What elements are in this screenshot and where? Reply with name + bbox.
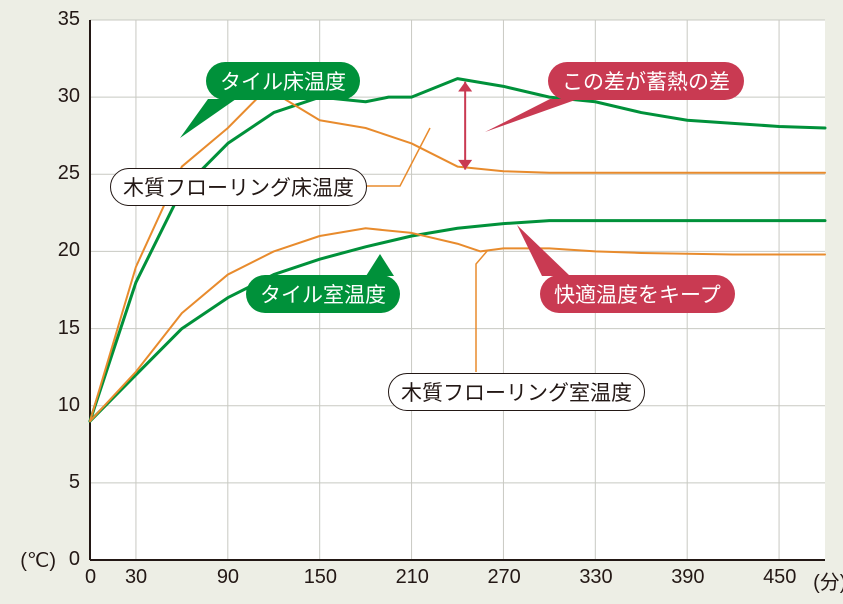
x-tick-label: 450	[763, 566, 796, 589]
temperature-chart: 0 5 10 15 20 25 30 35 (℃) 0 30 90 150 210 270 330 390 450…	[0, 0, 843, 604]
x-tick-label: 150	[304, 566, 337, 589]
x-tick-label: 90	[217, 566, 239, 589]
y-tick-label: 35	[58, 8, 80, 31]
x-tick-label: 330	[579, 566, 612, 589]
x-tick-label: 0	[85, 566, 96, 589]
y-unit-label: (℃)	[20, 548, 56, 573]
y-tick-label: 15	[58, 317, 80, 340]
wood-room-label: 木質フローリング室温度	[388, 373, 645, 411]
y-tick-label: 10	[58, 394, 80, 417]
x-tick-label: 210	[396, 566, 429, 589]
tile-room-label: タイル室温度	[246, 275, 400, 313]
heat-diff-label: この差が蓄熱の差	[548, 62, 744, 100]
x-tick-label: 390	[671, 566, 704, 589]
tile-floor-label: タイル床温度	[206, 62, 360, 100]
y-tick-label: 30	[58, 85, 80, 108]
comfort-label: 快適温度をキープ	[540, 275, 735, 313]
x-unit-label: (分)	[813, 566, 843, 595]
y-tick-label: 20	[58, 239, 80, 262]
wood-floor-label: 木質フローリング床温度	[110, 168, 367, 206]
x-tick-label: 270	[487, 566, 520, 589]
y-tick-label: 25	[58, 162, 80, 185]
x-tick-label: 30	[125, 566, 147, 589]
y-tick-label: 0	[69, 548, 80, 571]
y-tick-label: 5	[69, 471, 80, 494]
